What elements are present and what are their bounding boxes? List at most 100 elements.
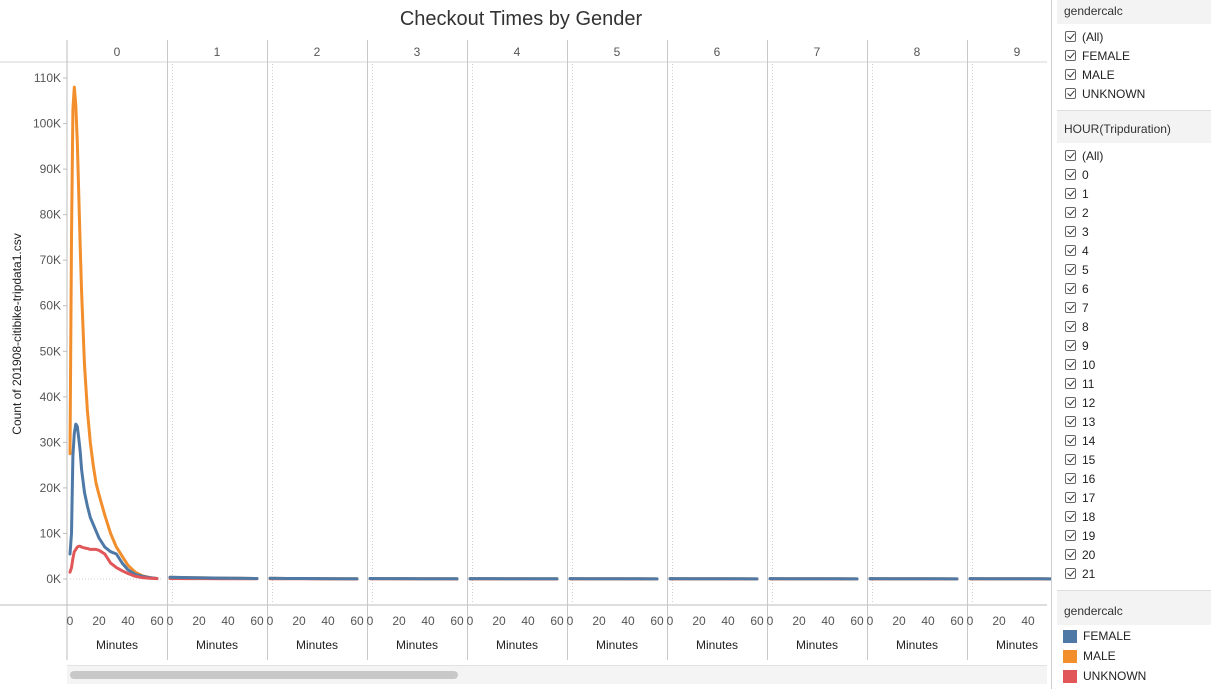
x-tick-label: 40 (421, 614, 435, 628)
y-tick-label: 80K (40, 208, 61, 222)
checkbox-checked-icon[interactable] (1065, 69, 1076, 80)
checkbox-checked-icon[interactable] (1065, 321, 1076, 332)
x-tick-label: 40 (321, 614, 335, 628)
filter-option[interactable]: FEMALE (1057, 46, 1211, 65)
x-axis-label: Minutes (396, 638, 438, 652)
filter-option[interactable]: 4 (1057, 241, 1211, 260)
checkbox-checked-icon[interactable] (1065, 568, 1076, 579)
legend-swatch (1063, 650, 1077, 663)
x-tick-label: 0 (867, 614, 874, 628)
checkbox-checked-icon[interactable] (1065, 169, 1076, 180)
checkbox-checked-icon[interactable] (1065, 150, 1076, 161)
filter-option[interactable]: UNKNOWN (1057, 84, 1211, 103)
checkbox-checked-icon[interactable] (1065, 50, 1076, 61)
filter-option[interactable]: 3 (1057, 222, 1211, 241)
filter-option[interactable]: 19 (1057, 526, 1211, 545)
filter-option[interactable]: 1 (1057, 184, 1211, 203)
filter-option[interactable]: 20 (1057, 545, 1211, 564)
checkbox-checked-icon[interactable] (1065, 492, 1076, 503)
checkbox-checked-icon[interactable] (1065, 359, 1076, 370)
series-line-female-hour-1[interactable] (170, 577, 257, 578)
filter-option-label: (All) (1082, 30, 1103, 44)
series-line-male-hour-0[interactable] (70, 87, 157, 578)
x-axis-label: Minutes (696, 638, 738, 652)
filter-option-label: 12 (1082, 396, 1095, 410)
x-tick-label: 20 (692, 614, 706, 628)
x-tick-label: 0 (267, 614, 274, 628)
checkbox-checked-icon[interactable] (1065, 226, 1076, 237)
x-tick-label: 40 (621, 614, 635, 628)
y-tick-label: 40K (40, 390, 61, 404)
checkbox-checked-icon[interactable] (1065, 549, 1076, 560)
legend-item[interactable]: FEMALE (1057, 626, 1211, 646)
checkbox-checked-icon[interactable] (1065, 264, 1076, 275)
column-header-2: 2 (314, 45, 321, 59)
legend-swatch (1063, 630, 1077, 643)
series-line-unknown-hour-0[interactable] (70, 546, 157, 578)
checkbox-checked-icon[interactable] (1065, 188, 1076, 199)
pane-divider (1051, 0, 1052, 689)
checkbox-checked-icon[interactable] (1065, 511, 1076, 522)
y-tick-label: 10K (40, 526, 61, 540)
y-tick-label: 30K (40, 435, 61, 449)
checkbox-checked-icon[interactable] (1065, 473, 1076, 484)
scrollbar-thumb[interactable] (70, 671, 458, 679)
series-line-female-hour-0[interactable] (70, 424, 157, 578)
checkbox-checked-icon[interactable] (1065, 378, 1076, 389)
x-tick-label: 0 (467, 614, 474, 628)
checkbox-checked-icon[interactable] (1065, 88, 1076, 99)
y-tick-label: 60K (40, 299, 61, 313)
y-tick-label: 100K (33, 117, 61, 131)
filter-option-label: 17 (1082, 491, 1095, 505)
filter-option-label: 16 (1082, 472, 1095, 486)
filter-option[interactable]: 15 (1057, 450, 1211, 469)
filter-option[interactable]: 11 (1057, 374, 1211, 393)
legend-item[interactable]: UNKNOWN (1057, 666, 1211, 686)
x-tick-label: 60 (850, 614, 864, 628)
x-axis-label: Minutes (96, 638, 138, 652)
checkbox-checked-icon[interactable] (1065, 435, 1076, 446)
filter-option[interactable]: 9 (1057, 336, 1211, 355)
checkbox-checked-icon[interactable] (1065, 31, 1076, 42)
filter-option[interactable]: (All) (1057, 27, 1211, 46)
series-line-female-hour-2[interactable] (270, 578, 357, 579)
x-tick-label: 20 (192, 614, 206, 628)
filter-option[interactable]: 0 (1057, 165, 1211, 184)
filter-option[interactable]: MALE (1057, 65, 1211, 84)
filter-option[interactable]: 6 (1057, 279, 1211, 298)
filter-option[interactable]: 5 (1057, 260, 1211, 279)
legend-item[interactable]: MALE (1057, 646, 1211, 666)
horizontal-scrollbar[interactable] (67, 665, 1047, 684)
x-tick-label: 60 (150, 614, 164, 628)
filter-option[interactable]: 18 (1057, 507, 1211, 526)
chart-title: Checkout Times by Gender (400, 8, 643, 30)
filter-option[interactable]: 2 (1057, 203, 1211, 222)
filter-option[interactable]: 13 (1057, 412, 1211, 431)
checkbox-checked-icon[interactable] (1065, 340, 1076, 351)
checkbox-checked-icon[interactable] (1065, 530, 1076, 541)
checkbox-checked-icon[interactable] (1065, 454, 1076, 465)
filter-option[interactable]: 16 (1057, 469, 1211, 488)
filter-option[interactable]: 17 (1057, 488, 1211, 507)
filter-option[interactable]: 7 (1057, 298, 1211, 317)
x-axis-label: Minutes (596, 638, 638, 652)
checkbox-checked-icon[interactable] (1065, 397, 1076, 408)
checkbox-checked-icon[interactable] (1065, 302, 1076, 313)
column-header-9: 9 (1014, 45, 1021, 59)
filter-option[interactable]: 21 (1057, 564, 1211, 583)
filter-option[interactable]: (All) (1057, 146, 1211, 165)
filter-option[interactable]: 10 (1057, 355, 1211, 374)
checkbox-checked-icon[interactable] (1065, 283, 1076, 294)
filter-option[interactable]: 8 (1057, 317, 1211, 336)
x-axis-label: Minutes (996, 638, 1038, 652)
filter-option[interactable]: 12 (1057, 393, 1211, 412)
checkbox-checked-icon[interactable] (1065, 245, 1076, 256)
x-tick-label: 60 (950, 614, 964, 628)
x-tick-label: 0 (167, 614, 174, 628)
checkbox-checked-icon[interactable] (1065, 416, 1076, 427)
filter-option[interactable]: 14 (1057, 431, 1211, 450)
filter-option-label: (All) (1082, 149, 1103, 163)
checkbox-checked-icon[interactable] (1065, 207, 1076, 218)
